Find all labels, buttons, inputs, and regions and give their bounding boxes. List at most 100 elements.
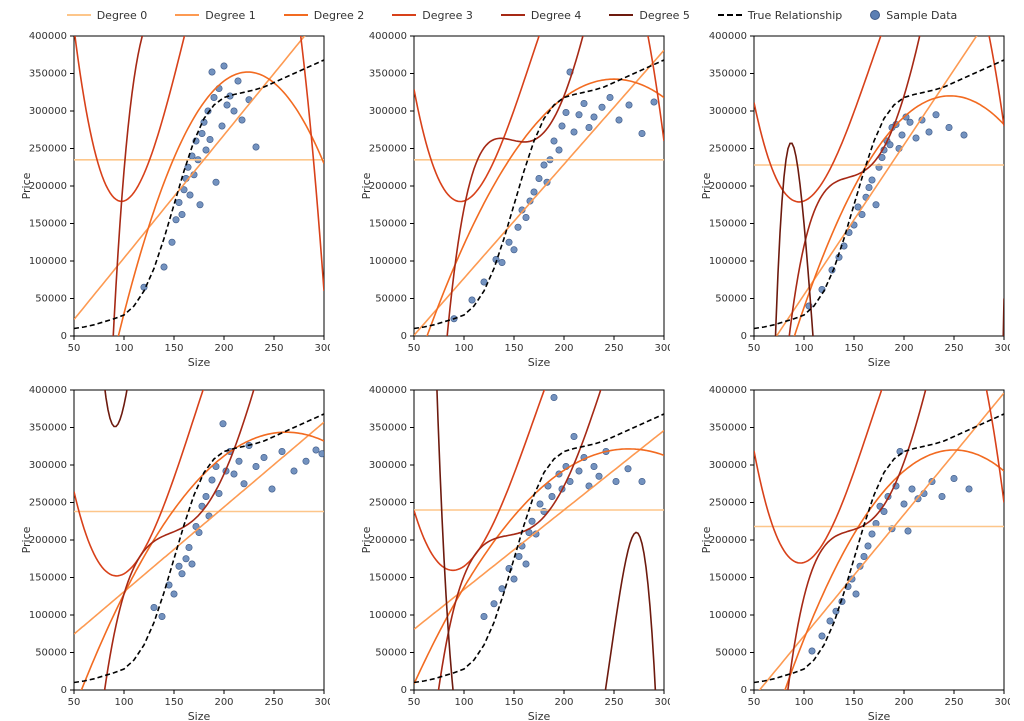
svg-text:Price: Price — [20, 526, 33, 553]
svg-text:Price: Price — [700, 526, 713, 553]
legend-marker-icon — [870, 10, 880, 20]
svg-text:150: 150 — [844, 697, 863, 708]
legend-degree1: Degree 1 — [175, 9, 256, 22]
svg-text:150: 150 — [164, 697, 183, 708]
svg-text:350000: 350000 — [29, 69, 67, 80]
svg-text:50: 50 — [408, 343, 421, 354]
svg-text:250: 250 — [264, 343, 283, 354]
svg-text:100: 100 — [454, 697, 473, 708]
legend-swatch-degree3 — [392, 14, 416, 16]
svg-text:300: 300 — [994, 343, 1010, 354]
svg-text:Price: Price — [700, 172, 713, 199]
svg-text:100: 100 — [114, 343, 133, 354]
svg-text:200: 200 — [214, 697, 233, 708]
svg-text:Size: Size — [868, 356, 891, 369]
subplot: 5010015020025030005000010000015000020000… — [358, 384, 670, 721]
legend-label: True Relationship — [748, 9, 842, 22]
svg-text:50000: 50000 — [375, 648, 407, 659]
legend-label: Sample Data — [886, 9, 957, 22]
svg-text:Price: Price — [20, 172, 33, 199]
svg-text:0: 0 — [61, 685, 67, 696]
legend-degree0: Degree 0 — [67, 9, 148, 22]
svg-text:50000: 50000 — [715, 648, 747, 659]
svg-text:400000: 400000 — [709, 385, 747, 396]
svg-text:250000: 250000 — [29, 144, 67, 155]
figure-root: Degree 0 Degree 1 Degree 2 Degree 3 Degr… — [0, 0, 1024, 721]
svg-text:150000: 150000 — [29, 573, 67, 584]
svg-text:50000: 50000 — [375, 294, 407, 305]
svg-text:50: 50 — [748, 697, 761, 708]
subplot: 50 100 150 200 250 300 0 50000 100000 150000 20000… — [18, 30, 330, 370]
svg-text:250: 250 — [604, 697, 623, 708]
svg-text:0: 0 — [741, 685, 747, 696]
svg-text:250000: 250000 — [369, 144, 407, 155]
svg-text:100000: 100000 — [369, 256, 407, 267]
svg-text:250000: 250000 — [709, 144, 747, 155]
svg-text:150000: 150000 — [29, 219, 67, 230]
legend-degree5: Degree 5 — [609, 9, 690, 22]
svg-text:400000: 400000 — [709, 31, 747, 42]
svg-text:100000: 100000 — [709, 256, 747, 267]
subplot: 5010015020025030005000010000015000020000… — [358, 30, 670, 370]
svg-text:150: 150 — [164, 343, 183, 354]
svg-text:50: 50 — [68, 697, 81, 708]
svg-text:200: 200 — [894, 697, 913, 708]
legend-swatch-degree5 — [609, 14, 633, 16]
svg-text:200000: 200000 — [369, 535, 407, 546]
svg-text:200000: 200000 — [29, 181, 67, 192]
svg-text:300000: 300000 — [369, 460, 407, 471]
legend-swatch-degree4 — [501, 14, 525, 16]
svg-text:100: 100 — [794, 343, 813, 354]
svg-text:100000: 100000 — [29, 610, 67, 621]
svg-text:400000: 400000 — [29, 385, 67, 396]
subplot: 5010015020025030005000010000015000020000… — [18, 384, 330, 721]
svg-text:150000: 150000 — [709, 573, 747, 584]
svg-text:300000: 300000 — [369, 106, 407, 117]
svg-text:250: 250 — [604, 343, 623, 354]
svg-text:300: 300 — [314, 343, 330, 354]
svg-text:150: 150 — [844, 343, 863, 354]
svg-text:250000: 250000 — [709, 498, 747, 509]
svg-text:250000: 250000 — [369, 498, 407, 509]
legend: Degree 0 Degree 1 Degree 2 Degree 3 Degr… — [0, 4, 1024, 26]
svg-text:300000: 300000 — [709, 460, 747, 471]
svg-text:200000: 200000 — [29, 535, 67, 546]
svg-text:300: 300 — [314, 697, 330, 708]
svg-text:0: 0 — [401, 685, 407, 696]
subplot: 5010015020025030005000010000015000020000… — [698, 30, 1010, 370]
svg-text:350000: 350000 — [709, 69, 747, 80]
svg-text:Price: Price — [360, 172, 373, 199]
svg-text:200000: 200000 — [709, 181, 747, 192]
svg-text:50: 50 — [68, 343, 81, 354]
svg-text:300000: 300000 — [29, 460, 67, 471]
svg-text:150000: 150000 — [709, 219, 747, 230]
svg-text:50000: 50000 — [35, 294, 67, 305]
svg-text:200000: 200000 — [369, 181, 407, 192]
svg-text:350000: 350000 — [369, 69, 407, 80]
svg-text:Price: Price — [360, 526, 373, 553]
svg-text:Size: Size — [528, 356, 551, 369]
svg-text:300000: 300000 — [709, 106, 747, 117]
svg-text:200: 200 — [214, 343, 233, 354]
svg-text:400000: 400000 — [369, 385, 407, 396]
legend-swatch-degree0 — [67, 14, 91, 16]
svg-text:200: 200 — [554, 343, 573, 354]
svg-text:Size: Size — [188, 356, 211, 369]
svg-text:50: 50 — [748, 343, 761, 354]
legend-swatch-degree1 — [175, 14, 199, 16]
svg-text:100000: 100000 — [29, 256, 67, 267]
svg-text:100: 100 — [794, 697, 813, 708]
svg-text:300: 300 — [994, 697, 1010, 708]
svg-text:150: 150 — [504, 697, 523, 708]
svg-text:50000: 50000 — [715, 294, 747, 305]
svg-text:350000: 350000 — [369, 423, 407, 434]
svg-text:Size: Size — [188, 710, 211, 721]
svg-text:150000: 150000 — [369, 219, 407, 230]
svg-text:0: 0 — [741, 331, 747, 342]
svg-text:0: 0 — [61, 331, 67, 342]
svg-text:200: 200 — [554, 697, 573, 708]
svg-text:100000: 100000 — [709, 610, 747, 621]
legend-label: Degree 2 — [314, 9, 365, 22]
svg-text:150: 150 — [504, 343, 523, 354]
svg-text:350000: 350000 — [709, 423, 747, 434]
